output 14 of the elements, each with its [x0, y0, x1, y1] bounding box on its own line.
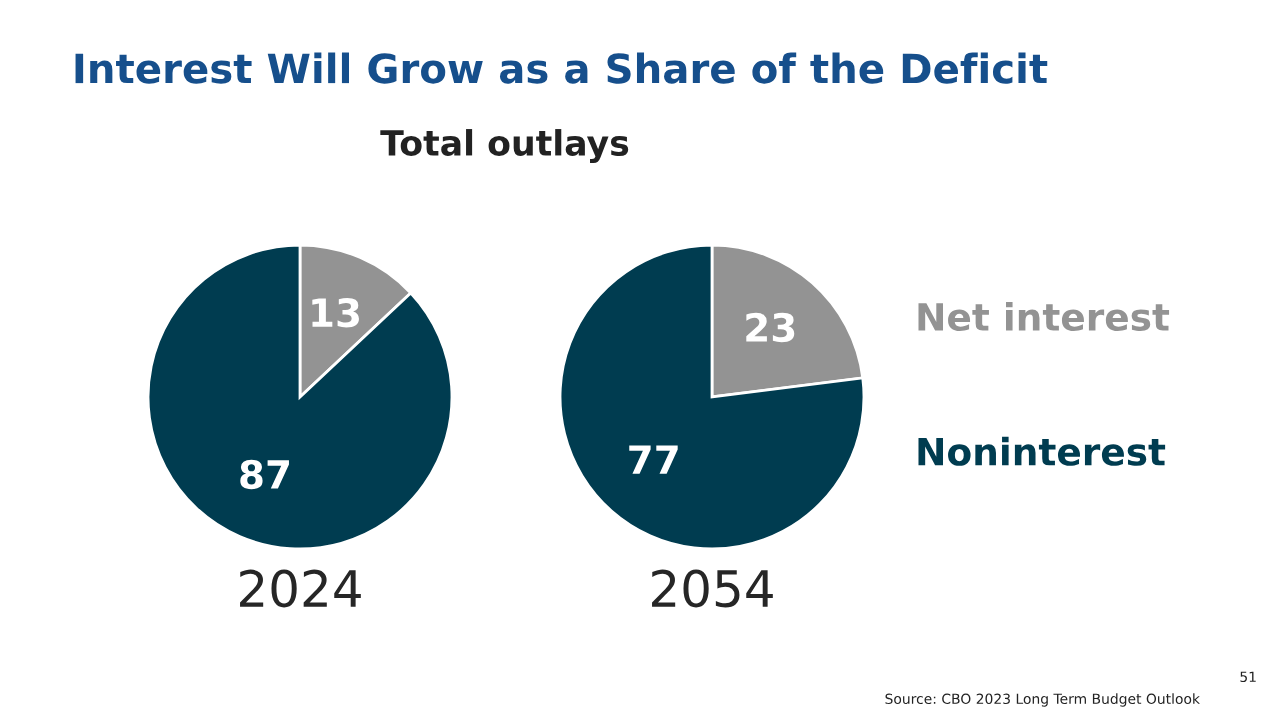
pie-slice [558, 243, 866, 551]
data-label: 77 [629, 445, 678, 474]
slice-label: Net interest [918, 301, 1170, 331]
text: 2054 [652, 569, 773, 608]
text: 51 [1240, 671, 1256, 683]
text: 2024 [240, 569, 361, 608]
data-label: 23 [746, 312, 795, 343]
text: Interest Will Grow as a Share of the Deficit [75, 52, 1048, 84]
data-label: 13 [312, 297, 359, 328]
source-note: Source: CBO 2023 Long Term Budget Outlook [885, 693, 1200, 707]
slice-label: Noninterest [918, 436, 1166, 466]
chart-subtitle: Total outlays [380, 129, 629, 163]
pie-slice [146, 243, 454, 551]
data-label: 87 [240, 459, 289, 490]
